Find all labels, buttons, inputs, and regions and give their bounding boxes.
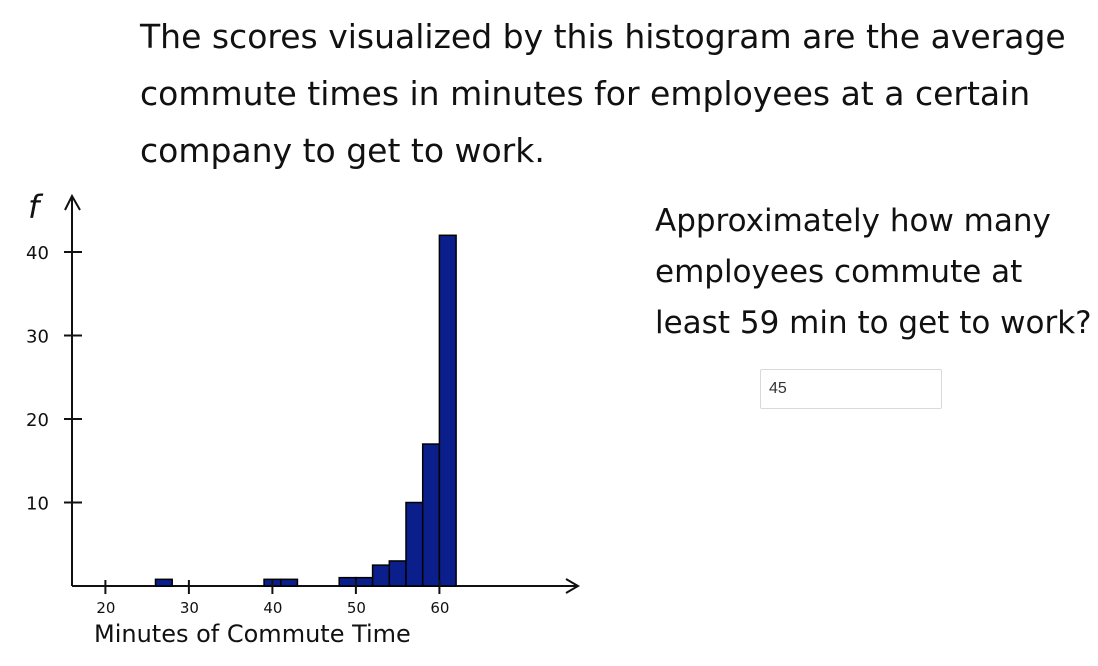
x-tick-label: 60: [430, 599, 449, 617]
y-tick-label: 40: [26, 243, 49, 264]
axes: [64, 193, 580, 594]
y-axis-arrow: [64, 193, 81, 211]
histogram-bar: [438, 234, 457, 587]
ticks: 10 20 30 40 20 30 40 50 60: [26, 243, 449, 617]
question-text: Approximately how many employees commute…: [655, 203, 1092, 341]
x-axis-label: Minutes of Commute Time: [94, 620, 411, 648]
x-tick-label: 20: [96, 599, 115, 617]
histogram-bar: [338, 576, 357, 587]
histogram-bar: [405, 501, 424, 587]
histogram-bar: [371, 564, 391, 587]
histogram-bar: [154, 578, 173, 587]
histogram-bar: [388, 560, 407, 587]
x-axis-arrow: [565, 578, 580, 594]
x-tick-label: 50: [347, 599, 366, 617]
bars: [154, 234, 457, 587]
y-axis-label: f: [28, 188, 44, 226]
y-tick-label: 10: [26, 494, 49, 515]
x-tick-label: 30: [180, 599, 199, 617]
histogram-bar: [280, 578, 299, 587]
y-tick-label: 20: [26, 410, 49, 431]
x-tick-label: 40: [263, 599, 282, 617]
intro-text: The scores visualized by this histogram …: [140, 17, 1066, 170]
histogram-bar: [355, 576, 374, 587]
y-tick-label: 30: [26, 327, 49, 348]
histogram-bar: [421, 443, 441, 587]
histogram-chart: 10 20 30 40 20 30 40 50 60 f Minutes of Commute …: [26, 188, 580, 648]
answer-input[interactable]: [760, 369, 942, 409]
